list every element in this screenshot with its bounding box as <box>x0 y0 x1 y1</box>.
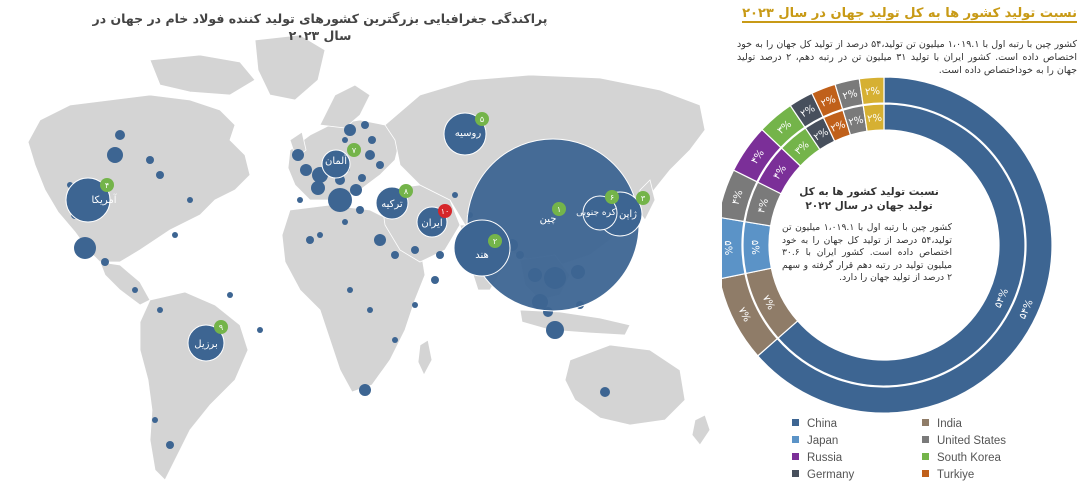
label-iran: ایران <box>421 218 442 229</box>
legend-swatch <box>922 470 929 478</box>
bubble-usa <box>65 177 111 223</box>
map-panel: چین هند ژاپن آمریکا روسیه کره جنوبی آلما… <box>27 11 711 481</box>
outer-label-united-states: ۴% <box>730 189 745 207</box>
legend-item-south-korea: South Korea <box>922 452 1001 464</box>
label-turkey: ترکیه <box>381 199 403 210</box>
inner-slice-china <box>777 103 1026 387</box>
rank-china: ۱ <box>557 205 561 214</box>
legend-label: India <box>937 418 962 430</box>
new-zealand <box>691 414 711 446</box>
legend-label: Turkiye <box>937 469 975 481</box>
south-america <box>139 291 249 481</box>
rank-usa: ۴ <box>105 181 109 190</box>
inner-label-iran: ۲% <box>867 113 883 125</box>
rank-south-korea: ۶ <box>610 193 614 202</box>
legend-swatch <box>792 453 799 461</box>
rank-iran: ۱۰ <box>441 207 450 216</box>
inner-slice-iran <box>862 103 885 132</box>
central-america <box>99 261 151 306</box>
bubble-south-korea <box>582 195 618 231</box>
bubble-india <box>453 219 511 277</box>
double-donut-chart: ۵۴%۷%۵%۴%۴%۳%۲%۲% ۲% ۲%۵۴%۷%۵%۴%۴%۳%۲%۲% ۲%… <box>722 76 1053 414</box>
australia <box>564 344 686 426</box>
rank-germany: ۷ <box>352 146 357 155</box>
legend-swatch <box>792 470 799 478</box>
label-south-korea: کره جنوبی <box>576 208 616 218</box>
label-brazil: برزیل <box>194 339 218 350</box>
rank-brazil: ۹ <box>219 323 223 332</box>
bubble-russia <box>443 112 487 156</box>
legend-swatch <box>922 419 929 427</box>
legend-item-india: India <box>922 418 962 430</box>
inner-label-united-states: ۴% <box>756 197 771 215</box>
indonesia <box>519 309 631 336</box>
legend-item-japan: Japan <box>792 435 838 447</box>
right-title: نسبت تولید کشور ها به کل تولید جهان در س… <box>737 6 1077 23</box>
legend-label: Germany <box>807 469 855 481</box>
right-title-text: نسبت تولید کشور ها به کل تولید جهان در س… <box>742 6 1077 23</box>
legend-item-united-states: United States <box>922 435 1006 447</box>
north-america-landmass <box>27 94 251 263</box>
legend-label: China <box>807 418 838 430</box>
donut-center <box>770 131 998 359</box>
bubble-germany <box>321 149 351 179</box>
legend-item-russia: Russia <box>792 452 842 464</box>
rank-japan: ۳ <box>641 194 646 203</box>
inner-label-brazil: ۲% <box>848 115 865 129</box>
outer-slice-china <box>756 76 1053 414</box>
legend-item-germany: Germany <box>792 469 854 481</box>
legend-swatch <box>922 436 929 444</box>
madagascar <box>417 339 433 376</box>
outer-label-iran: ۲% <box>865 86 881 98</box>
inner-label-japan: ۵% <box>749 240 760 255</box>
legend-item-turkiye: Turkiye <box>922 469 974 481</box>
legend-swatch <box>922 453 929 461</box>
description-2023: کشور چین با رتبه اول با ۱،۰۱۹.۱ میلیون ت… <box>737 39 1078 76</box>
label-russia: روسیه <box>455 128 482 139</box>
world-map: چین هند ژاپن آمریکا روسیه کره جنوبی آلما… <box>27 34 711 481</box>
legend-item-china: China <box>792 418 837 430</box>
label-germany: آلمان <box>325 154 348 167</box>
inner-label-turkiye: ۲% <box>829 119 847 135</box>
right-panel: ۵۴% ۷% ۵% ۴% ۴% ۳% ۲% ۲% ۲% ۲% ۵۴% ۷% ۵% ۴% ۴% ۳% ۲% ۲% ۲%… <box>722 0 1087 501</box>
rank-india: ۲ <box>493 237 497 246</box>
legend-label: Russia <box>807 452 843 464</box>
label-india: هند <box>475 250 489 261</box>
legend-label: South Korea <box>937 452 1001 464</box>
legend-swatch <box>792 419 799 427</box>
outer-label-japan: ۵% <box>722 240 733 255</box>
legend-label: Japan <box>807 435 839 447</box>
outer-label-turkiye: ۲% <box>820 94 838 110</box>
outer-label-brazil: ۲% <box>842 88 859 102</box>
label-japan: ژاپن <box>619 209 637 220</box>
outer-slice-iran <box>858 76 885 106</box>
bubble-brazil <box>187 324 225 362</box>
rank-russia: ۵ <box>480 115 484 124</box>
inner-ring-description: کشور چین با رتبه اول با ۱،۰۱۹.۱ میلیون ت… <box>782 222 952 283</box>
label-china: چین <box>540 214 557 225</box>
major-producer-bubbles <box>65 112 643 362</box>
map-title: پراکندگی جغرافیایی بزرگترین کشورهای تولی… <box>92 11 548 43</box>
legend-swatch <box>792 436 799 444</box>
label-usa: آمریکا <box>91 193 117 206</box>
arctic-islands <box>149 54 256 96</box>
legend-label: United States <box>937 435 1007 447</box>
rank-turkey: ۸ <box>404 187 409 196</box>
bubble-turkey <box>375 186 409 220</box>
inner-ring-title: نسبت تولید کشور ها به کل تولید جهان در س… <box>799 186 939 212</box>
greenland <box>254 34 326 101</box>
